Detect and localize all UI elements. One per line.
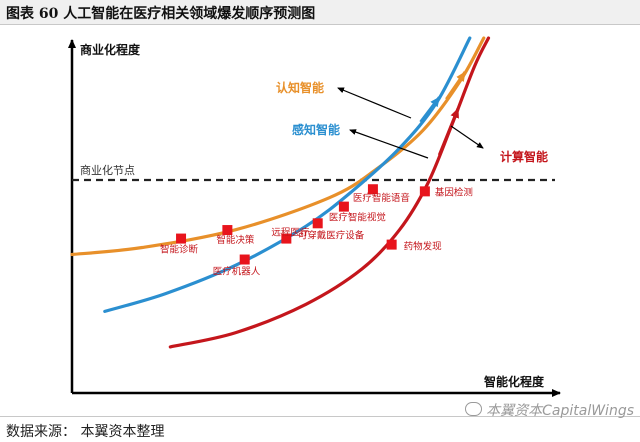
series-line-computing: [168, 36, 491, 349]
wechat-icon: [465, 402, 483, 416]
y-axis-title: 商业化程度: [80, 42, 141, 57]
marker-point: [338, 201, 349, 212]
series-label-computing: 计算智能: [500, 149, 548, 164]
source-note: 数据来源： 本翼资本整理: [6, 424, 165, 440]
marker-label: 智能决策: [216, 234, 255, 246]
marker-point: [176, 233, 187, 244]
series-callout-computing: [450, 125, 484, 149]
marker-label: 医疗机器人: [213, 266, 261, 278]
marker-point: [367, 184, 378, 195]
series-arrow-perception: [419, 96, 441, 124]
threshold-label: 商业化节点: [80, 163, 135, 177]
series-label-perception: 感知智能: [292, 122, 340, 137]
x-axis-title: 智能化程度: [483, 374, 545, 389]
series-callout-cognitive: [337, 87, 412, 119]
marker-point: [419, 186, 430, 197]
series-callout-perception: [349, 129, 429, 159]
marker-label: 基因检测: [435, 186, 473, 198]
marker-label: 远程医疗: [271, 227, 310, 239]
marker-label: 医疗智能视觉: [329, 212, 386, 224]
series-arrow-computing: [437, 107, 460, 156]
marker-point: [222, 225, 233, 236]
marker-label: 医疗智能语音: [353, 192, 410, 204]
marker-point: [312, 218, 323, 229]
watermark-text: 本翼资本CapitalWings: [486, 403, 634, 419]
marker-label: 药物发现: [404, 241, 443, 253]
marker-point: [281, 233, 292, 244]
series-line-perception: [103, 36, 472, 313]
series-arrow-cognitive: [445, 71, 467, 101]
series-label-cognitive: 认知智能: [276, 80, 324, 95]
marker-point: [239, 254, 250, 265]
series-line-cognitive: [70, 36, 486, 257]
watermark: 本翼资本CapitalWings: [465, 400, 634, 420]
marker-label: 可穿戴医疗设备: [298, 229, 365, 241]
marker-point: [386, 239, 397, 250]
footer-divider: [0, 416, 640, 417]
figure-title: 图表 60 人工智能在医疗相关领域爆发顺序预测图: [6, 6, 316, 22]
title-bar: 图表 60 人工智能在医疗相关领域爆发顺序预测图: [0, 0, 640, 25]
marker-label: 智能诊断: [160, 244, 199, 256]
